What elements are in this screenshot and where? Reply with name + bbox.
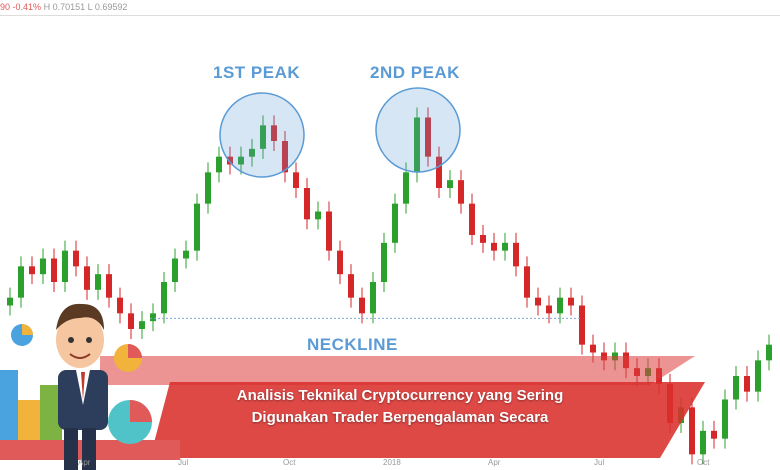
candle-body <box>524 266 530 298</box>
candle-body <box>381 242 387 282</box>
banner-line-2: Digunakan Trader Berpengalaman Secara <box>251 409 549 426</box>
candle-body <box>458 180 464 204</box>
peak1-label: 1ST PEAK <box>213 63 301 82</box>
peak2-label: 2ND PEAK <box>370 63 460 82</box>
candle-body <box>18 266 24 298</box>
peak1-circle <box>219 92 305 178</box>
candle-body <box>249 148 255 157</box>
candle-body <box>216 156 222 173</box>
candle-body <box>447 180 453 188</box>
banner-line-1: Analisis Teknikal Cryptocurrency yang Se… <box>236 387 564 404</box>
x-tick: 2018 <box>383 458 401 467</box>
candle-body <box>568 297 574 306</box>
candle-body <box>689 407 695 455</box>
candle-body <box>128 313 134 329</box>
candle-body <box>150 313 156 322</box>
candle-body <box>480 235 486 243</box>
candle-body <box>205 172 211 204</box>
candle-body <box>590 344 596 353</box>
candle-body <box>282 141 288 173</box>
candle-body <box>535 297 541 306</box>
candle-body <box>579 305 585 345</box>
x-tick: Jul <box>178 458 189 467</box>
candle-body <box>183 250 189 259</box>
candle-body <box>62 250 68 282</box>
neckline-label: NECKLINE <box>307 335 398 354</box>
candle-body <box>337 250 343 275</box>
candle-body <box>700 430 706 455</box>
candle-body <box>315 211 321 220</box>
candle-body <box>40 258 46 275</box>
x-tick: Oct <box>283 458 296 467</box>
candle-body <box>436 156 442 188</box>
x-tick: Apr <box>78 458 91 467</box>
x-tick: Jul <box>594 458 605 467</box>
candle-body <box>348 274 354 298</box>
candle-body <box>304 188 310 220</box>
price-header: 90 -0.41% H 0.70151 L 0.69592 <box>0 0 780 16</box>
candle-body <box>161 282 167 314</box>
candle-body <box>513 242 519 267</box>
low-value: L 0.69592 <box>87 2 128 12</box>
candle-body <box>326 211 332 251</box>
banner-band <box>100 356 695 385</box>
candle-body <box>238 156 244 165</box>
change-prefix: 90 <box>0 2 11 12</box>
banner <box>150 382 705 458</box>
candle-body <box>139 321 145 329</box>
candle-body <box>722 399 728 439</box>
candle-body <box>755 360 761 392</box>
candle-body <box>95 274 101 290</box>
candle-body <box>733 376 739 400</box>
change-percent: -0.41% <box>12 2 42 12</box>
high-value: H 0.70151 <box>43 2 86 12</box>
peak2-circle <box>375 87 461 173</box>
candle-body <box>194 203 200 251</box>
candle-body <box>766 344 772 361</box>
candle-body <box>260 125 266 149</box>
candle-body <box>414 117 420 173</box>
candle-body <box>557 297 563 314</box>
x-tick: Apr <box>488 458 501 467</box>
candle-body <box>546 305 552 314</box>
candle-body <box>502 242 508 251</box>
candle-body <box>370 282 376 314</box>
candle-body <box>469 203 475 235</box>
candle-body <box>84 266 90 290</box>
candle-body <box>106 274 112 298</box>
candle-body <box>73 250 79 267</box>
candle-body <box>172 258 178 282</box>
banner-title: Analisis Teknikal Cryptocurrency yang Se… <box>180 385 620 429</box>
candle-body <box>359 297 365 314</box>
businessman-illustration <box>0 303 180 470</box>
candle-body <box>491 242 497 251</box>
candle-body <box>271 125 277 141</box>
candle-body <box>425 117 431 157</box>
candle-body <box>293 172 299 188</box>
x-tick: Oct <box>697 458 710 467</box>
candle-body <box>711 430 717 439</box>
candle-body <box>7 297 13 306</box>
candle-body <box>51 258 57 282</box>
candle-body <box>227 156 233 165</box>
candle-body <box>744 376 750 392</box>
candle-body <box>403 172 409 204</box>
candle-body <box>392 203 398 243</box>
candle-body <box>117 297 123 314</box>
candle-body <box>29 266 35 275</box>
